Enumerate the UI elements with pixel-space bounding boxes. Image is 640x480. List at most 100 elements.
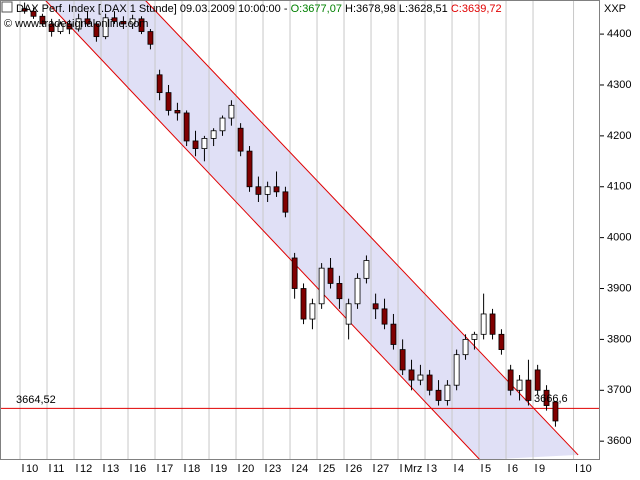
x-tick-label: 24 bbox=[296, 463, 308, 475]
candle-body bbox=[30, 10, 37, 17]
candle-body bbox=[57, 23, 64, 32]
x-tick-label: 10 bbox=[580, 463, 592, 475]
candle-body bbox=[516, 379, 523, 391]
candle-body bbox=[336, 283, 343, 300]
x-tick-label: 9 bbox=[539, 463, 545, 475]
candle-body bbox=[255, 186, 262, 195]
candle-body bbox=[462, 339, 469, 356]
header: DAX Perf. Index [.DAX 1 Stunde] 09.03.20… bbox=[16, 3, 502, 15]
candle-body bbox=[39, 15, 46, 25]
candle-body bbox=[498, 333, 505, 350]
candle-body bbox=[156, 74, 163, 94]
candle-body bbox=[48, 23, 55, 32]
x-tick-label: 11 bbox=[53, 463, 64, 475]
source: © www.tradesignalonline.com bbox=[4, 18, 148, 30]
candle-body bbox=[165, 92, 172, 111]
last-price-label: 3666,6 bbox=[534, 393, 568, 405]
candle-body bbox=[318, 267, 325, 305]
close-value: C:3639,72 bbox=[451, 3, 502, 15]
y-tick-label: 4200 bbox=[607, 130, 631, 142]
candle-body bbox=[84, 18, 91, 25]
candle-body bbox=[327, 267, 334, 284]
candle-body bbox=[219, 117, 226, 132]
high-low-value: H:3678,98 L:3628,51 bbox=[345, 3, 448, 15]
candle-body bbox=[111, 17, 118, 22]
candle-body bbox=[201, 138, 208, 149]
channel-line bbox=[44, 0, 481, 461]
channel-area bbox=[45, 0, 579, 460]
x-tick-label: 18 bbox=[188, 463, 200, 475]
candle-body bbox=[138, 18, 145, 32]
candle-body bbox=[129, 18, 136, 25]
candle-body bbox=[381, 308, 388, 325]
candle-body bbox=[435, 389, 442, 401]
x-tick-label: 6 bbox=[512, 463, 518, 475]
x-tick-label: 25 bbox=[323, 463, 335, 475]
candle-body bbox=[75, 18, 82, 30]
candle-body bbox=[102, 17, 109, 38]
x-tick-label: 19 bbox=[215, 463, 227, 475]
candle-body bbox=[309, 303, 316, 320]
candle-body bbox=[93, 23, 100, 38]
candle-body bbox=[192, 140, 199, 149]
candle-body bbox=[417, 374, 424, 381]
plot bbox=[0, 0, 600, 461]
candle-body bbox=[408, 369, 415, 381]
y-tick-label: 4400 bbox=[607, 28, 631, 40]
candle-body bbox=[21, 8, 28, 12]
candle-body bbox=[372, 303, 379, 310]
candle-body bbox=[210, 130, 217, 139]
candle-body bbox=[291, 257, 298, 289]
x-tick-label: 13 bbox=[107, 463, 119, 475]
candle-body bbox=[183, 112, 190, 142]
candle-body bbox=[273, 186, 280, 193]
candle-body bbox=[471, 333, 478, 340]
x-tick-label: 20 bbox=[242, 463, 254, 475]
candle-body bbox=[246, 150, 253, 188]
x-tick-label: 16 bbox=[134, 463, 146, 475]
candle-body bbox=[228, 104, 235, 119]
candle-body bbox=[120, 20, 127, 25]
candle-body bbox=[426, 374, 433, 391]
x-tick-label: 10 bbox=[26, 463, 38, 475]
x-tick-label: 23 bbox=[269, 463, 281, 475]
y-tick-label: 3900 bbox=[607, 282, 631, 294]
candle-body bbox=[453, 354, 460, 386]
open-value: O:3677,07 bbox=[291, 3, 342, 15]
y-tick-label: 4300 bbox=[607, 79, 631, 91]
x-tick-label: Mrz bbox=[404, 463, 422, 475]
candle-body bbox=[300, 288, 307, 320]
y-tick-label: 4100 bbox=[607, 181, 631, 193]
candle-body bbox=[147, 31, 154, 45]
x-tick-label: 5 bbox=[485, 463, 491, 475]
candle-body bbox=[507, 369, 514, 391]
candle-body bbox=[444, 384, 451, 401]
candle-body bbox=[399, 349, 406, 371]
candle-body bbox=[489, 313, 496, 335]
channel-line bbox=[144, 0, 579, 456]
candle-body bbox=[543, 389, 550, 406]
candle-body bbox=[237, 127, 244, 152]
corner-label: XXP bbox=[604, 3, 626, 15]
price-line-label: 3664,52 bbox=[16, 394, 56, 406]
x-tick-label: 4 bbox=[458, 463, 464, 475]
chart-icon bbox=[1, 1, 13, 13]
y-tick-label: 3700 bbox=[607, 384, 631, 396]
candle-body bbox=[282, 191, 289, 213]
candle-body bbox=[390, 323, 397, 345]
y-tick-label: 4000 bbox=[607, 232, 631, 244]
candle-body bbox=[534, 369, 541, 391]
x-tick-label: 12 bbox=[80, 463, 92, 475]
x-tick-label: 27 bbox=[377, 463, 389, 475]
candle-body bbox=[264, 186, 271, 195]
candle-body bbox=[363, 260, 370, 279]
candle-body bbox=[345, 303, 352, 325]
y-tick-label: 3600 bbox=[607, 435, 631, 447]
candle-body bbox=[525, 379, 532, 401]
candle-body bbox=[174, 110, 181, 114]
plot-frame bbox=[0, 0, 600, 460]
x-tick-label: 17 bbox=[161, 463, 173, 475]
candle-body bbox=[66, 23, 73, 30]
x-tick-label: 3 bbox=[431, 463, 437, 475]
